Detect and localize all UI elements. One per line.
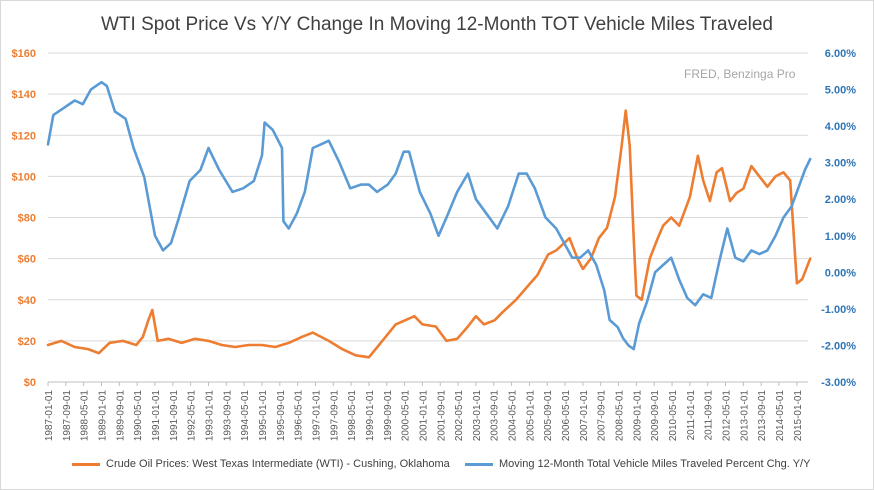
x-axis-tick-label: 1992-05-01: [187, 390, 198, 442]
right-axis-tick-label: 1.00%: [825, 231, 856, 243]
right-axis-tick-label: -1.00%: [821, 304, 856, 316]
x-axis-tick-label: 2001-01-01: [418, 390, 429, 442]
right-axis-ticks: -3.00% -2.00% -1.00% 0.00% 1.00% 2.00% 3.00% 4.…: [821, 48, 856, 389]
left-axis-tick-label: $60: [18, 254, 36, 266]
right-axis-tick-label: 5.00%: [825, 85, 856, 97]
x-axis-tick-label: 1987-01-01: [44, 390, 55, 442]
x-axis-tick-label: 2015-01-01: [793, 390, 804, 442]
left-axis-tick-label: $0: [24, 377, 36, 389]
x-axis-tick-label: 1995-09-01: [276, 390, 287, 442]
x-axis-tick-label: 1999-01-01: [365, 390, 376, 442]
x-axis-tick-label: 2013-01-01: [739, 390, 750, 442]
x-axis-tick-label: 1988-05-01: [80, 390, 91, 442]
right-axis-tick-label: 3.00%: [825, 158, 856, 170]
left-axis-tick-label: $80: [18, 213, 36, 225]
left-axis-ticks: $0 $20 $40 $60 $80 $100 $120 $140 $160: [12, 48, 36, 389]
x-axis-tick-label: 2008-05-01: [615, 390, 626, 442]
legend-item-wti: Crude Oil Prices: West Texas Intermediat…: [72, 458, 450, 470]
right-axis-tick-label: 4.00%: [825, 121, 856, 133]
legend-label-wti: Crude Oil Prices: West Texas Intermediat…: [106, 458, 450, 470]
x-axis-tick-label: 2009-09-01: [650, 390, 661, 442]
x-axis-tick-label: 2011-09-01: [704, 390, 715, 441]
left-axis-tick-label: $160: [12, 48, 36, 60]
legend-swatch-vmt: [465, 462, 493, 466]
x-axis-ticks: 1987-01-01 1987-09-01 1988-05-01 1989-01-01…: [44, 381, 808, 442]
right-axis-tick-label: -2.00%: [821, 340, 856, 352]
gridlines: [48, 52, 808, 383]
series-line-vmt: [46, 80, 812, 351]
left-axis-tick-label: $120: [12, 130, 36, 142]
x-axis-tick-label: 1998-05-01: [347, 390, 358, 442]
x-axis-tick-label: 2011-01-01: [686, 390, 697, 441]
x-axis-tick-label: 2004-05-01: [508, 390, 519, 442]
x-axis-tick-label: 2013-09-01: [757, 390, 768, 442]
x-axis-tick-label: 1989-01-01: [97, 390, 108, 442]
x-axis-tick-label: 2005-01-01: [525, 390, 536, 442]
x-axis-tick-label: 2009-01-01: [632, 390, 643, 442]
left-axis-tick-label: $20: [18, 336, 36, 348]
x-axis-tick-label: 2006-05-01: [561, 390, 572, 442]
x-axis-tick-label: 1999-09-01: [383, 390, 394, 442]
right-axis-tick-label: 2.00%: [825, 194, 856, 206]
source-annotation: FRED, Benzinga Pro: [684, 67, 796, 81]
series-line-wti: [46, 109, 812, 359]
right-axis-tick-label: 6.00%: [825, 48, 856, 60]
x-axis-tick-label: 1991-09-01: [169, 390, 180, 442]
legend-item-vmt: Moving 12-Month Total Vehicle Miles Trav…: [465, 458, 810, 470]
series-layer: [46, 80, 812, 359]
x-axis-tick-label: 1996-05-01: [294, 390, 305, 442]
left-axis-tick-label: $40: [18, 295, 36, 307]
x-axis-tick-label: 1997-01-01: [311, 390, 322, 442]
x-axis-tick-label: 2012-05-01: [722, 390, 733, 442]
x-axis-tick-label: 2003-01-01: [472, 390, 483, 442]
x-axis-tick-label: 1991-01-01: [151, 390, 162, 442]
left-axis-tick-label: $140: [12, 89, 36, 101]
x-axis-tick-label: 2010-05-01: [668, 390, 679, 442]
chart-title: WTI Spot Price Vs Y/Y Change In Moving 1…: [100, 14, 773, 35]
x-axis-tick-label: 1997-09-01: [329, 390, 340, 442]
x-axis-tick-label: 1993-01-01: [204, 390, 215, 442]
x-axis-tick-label: 1989-09-01: [115, 390, 126, 442]
x-axis-tick-label: 1993-09-01: [222, 390, 233, 442]
x-axis-tick-label: 2014-05-01: [775, 390, 786, 442]
legend-label-vmt: Moving 12-Month Total Vehicle Miles Trav…: [499, 458, 811, 470]
x-axis-tick-label: 2007-01-01: [579, 390, 590, 442]
x-axis-tick-label: 1994-05-01: [240, 390, 251, 442]
left-axis-tick-label: $100: [12, 171, 36, 183]
x-axis-tick-label: 1990-05-01: [133, 390, 144, 442]
legend-swatch-wti: [72, 462, 100, 466]
x-axis-tick-label: 2000-05-01: [401, 390, 412, 442]
x-axis-tick-label: 2007-09-01: [597, 390, 608, 442]
x-axis-tick-label: 1995-01-01: [258, 390, 269, 442]
x-axis-tick-label: 2002-05-01: [454, 390, 465, 442]
x-axis-tick-label: 2001-09-01: [436, 390, 447, 442]
x-axis-tick-label: 2003-09-01: [490, 390, 501, 442]
right-axis-tick-label: 0.00%: [825, 267, 856, 279]
x-axis-tick-label: 1987-09-01: [62, 390, 73, 442]
right-axis-tick-label: -3.00%: [821, 377, 856, 389]
x-axis-tick-label: 2005-09-01: [543, 390, 554, 442]
